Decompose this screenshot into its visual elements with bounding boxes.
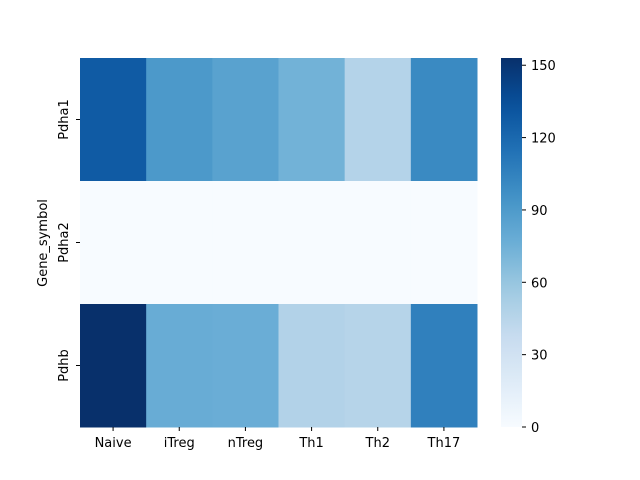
heatmap-cell-pdhb-naive [80, 304, 147, 428]
colorbar-tick-label: 150 [531, 59, 556, 74]
heatmap-cell-pdhb-th17 [410, 304, 478, 428]
colorbar-tick-label: 90 [531, 204, 548, 219]
heatmap-cell-pdha1-th2 [344, 58, 412, 182]
y-tick-label: Pdha2 [57, 222, 72, 263]
heatmap-cell-pdha2-ntreg [212, 181, 279, 305]
x-tick-label: Th2 [365, 436, 390, 451]
colorbar [501, 58, 522, 427]
heatmap-cell-pdha1-th17 [410, 58, 478, 182]
y-tick-label: Pdhb [57, 349, 72, 382]
y-axis: Pdha1 Pdha2 Pdhb [57, 99, 80, 382]
heatmap-cell-pdha2-itreg [146, 181, 213, 305]
heatmap-cell-pdhb-ntreg [212, 304, 279, 428]
heatmap-cell-pdha1-naive [80, 58, 147, 182]
colorbar-tick-label: 120 [531, 132, 556, 147]
heatmap-cell-pdha2-th17 [410, 181, 478, 305]
heatmap-cell-pdha1-th1 [278, 58, 346, 182]
heatmap-cell-pdhb-th1 [278, 304, 346, 428]
colorbar-axis: 0 30 60 90 120 150 [522, 59, 556, 436]
heatmap-cells [80, 58, 478, 428]
x-tick-label: Naive [95, 436, 132, 451]
heatmap-cell-pdhb-itreg [146, 304, 213, 428]
x-axis: Naive iTreg nTreg Th1 Th2 Th17 [95, 427, 461, 451]
heatmap-cell-pdha1-ntreg [212, 58, 279, 182]
colorbar-tick-label: 60 [531, 276, 548, 291]
heatmap-cell-pdha2-th1 [278, 181, 346, 305]
heatmap-cell-pdha1-itreg [146, 58, 213, 182]
y-tick-label: Pdha1 [57, 99, 72, 140]
colorbar-tick-label: 30 [531, 349, 548, 364]
x-tick-label: iTreg [164, 436, 195, 451]
y-axis-label: Gene_symbol [36, 199, 51, 287]
x-tick-label: nTreg [228, 436, 264, 451]
x-tick-label: Th1 [298, 436, 323, 451]
x-tick-label: Th17 [427, 436, 461, 451]
colorbar-tick-label: 0 [531, 421, 539, 436]
heatmap-cell-pdhb-th2 [344, 304, 412, 428]
heatmap-cell-pdha2-naive [80, 181, 147, 305]
heatmap-cell-pdha2-th2 [344, 181, 412, 305]
